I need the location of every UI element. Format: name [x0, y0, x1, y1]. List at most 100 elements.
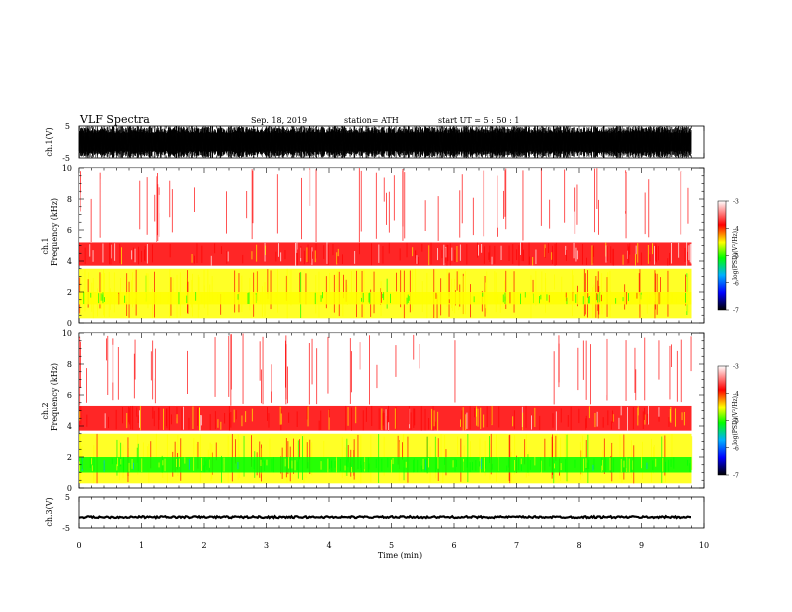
spectrogram-streak: [448, 299, 450, 304]
spectrogram-streak: [682, 294, 683, 302]
spectrogram-streak: [682, 365, 684, 399]
spectrogram-streak: [388, 191, 390, 233]
spectrogram-streak: [265, 245, 266, 255]
spectrogram-streak: [221, 246, 222, 254]
spectrogram-streak: [626, 174, 628, 237]
spectrogram-streak: [478, 294, 480, 301]
spectrogram-streak: [564, 169, 566, 223]
spectrogram-streak: [271, 340, 273, 392]
spectrogram-streak: [621, 343, 623, 391]
spectrogram-streak: [556, 433, 558, 465]
spectrogram-streak: [434, 421, 436, 430]
spectrogram-streak: [252, 294, 253, 303]
spectrogram-streak: [381, 408, 383, 430]
spectrogram-streak: [644, 337, 646, 401]
spectrogram-streak: [312, 251, 313, 259]
spectrogram-streak: [570, 292, 572, 304]
spectrogram-streak: [424, 459, 426, 473]
spectrogram-streak: [479, 457, 481, 473]
spectrogram-streak: [523, 249, 524, 262]
spectrogram-streak: [388, 405, 389, 431]
spectrogram-streak: [417, 459, 419, 473]
spectrogram-streak: [484, 183, 485, 210]
spectrogram-streak: [655, 243, 657, 261]
spectrogram-streak: [411, 206, 413, 242]
spectrogram-streak: [547, 294, 549, 299]
spectrogram-streak: [482, 292, 484, 297]
spectrogram-streak: [270, 270, 272, 310]
spectrogram-streak: [690, 336, 692, 372]
spectrogram-streak: [369, 292, 371, 304]
spectrogram-streak: [431, 408, 433, 430]
spectrogram-streak: [417, 185, 419, 211]
spectrogram-streak: [402, 434, 404, 466]
spectrogram-streak: [588, 296, 589, 304]
spectrogram-streak: [230, 334, 232, 406]
spectrogram-streak: [307, 244, 309, 264]
spectrogram-streak: [120, 296, 122, 304]
colorbar-tick-label: -4: [733, 226, 739, 233]
ch3-waveform-panel: 5 -5 ch.3(V) 0 1 2 3 4 5 6 7 8 9 10 Time (min): [45, 493, 709, 560]
spectrogram-streak: [554, 243, 556, 266]
spectrogram-streak: [86, 414, 88, 427]
spectrogram-streak: [532, 257, 534, 266]
spectrogram-streak: [597, 294, 599, 303]
spectrogram-streak: [632, 407, 634, 430]
spectrogram-streak: [402, 442, 403, 460]
colorbar-tick-label: -5: [733, 253, 739, 260]
spectrogram-streak: [169, 244, 171, 258]
spectrogram-streak: [553, 351, 555, 405]
spectrogram-streak: [494, 245, 496, 264]
spectrogram-streak: [596, 411, 598, 427]
spectrogram-streak: [518, 341, 519, 366]
spectrogram-streak: [650, 173, 652, 215]
spectrogram-streak: [336, 252, 338, 265]
spectrogram-streak: [437, 196, 439, 241]
spectrogram-streak: [689, 463, 691, 472]
spectrogram-streak: [332, 244, 334, 256]
spectrogram-streak: [609, 457, 611, 471]
spectrogram-streak: [433, 410, 435, 427]
ch1-ytick-top: 5: [65, 122, 70, 131]
spectrogram-streak: [524, 292, 526, 298]
spectrogram-streak: [400, 270, 402, 308]
spectrogram-streak: [214, 337, 216, 397]
spectrogram-streak: [137, 415, 139, 423]
spectrogram-streak: [665, 461, 666, 473]
spectrogram-streak: [456, 459, 457, 467]
colorbar-tick-label: -7: [733, 473, 739, 480]
spectrogram-streak: [133, 247, 135, 261]
spectrogram-streak: [152, 244, 153, 263]
spectrogram-streak: [497, 294, 499, 304]
freq-tick-label: 4: [67, 257, 72, 266]
spectrogram-streak: [251, 408, 253, 422]
spectrogram-streak: [634, 182, 636, 230]
spectrogram-band: [79, 333, 692, 406]
spectrogram-streak: [509, 292, 511, 304]
spectrogram-streak: [158, 462, 160, 468]
spectrogram-streak: [558, 335, 560, 388]
spectrogram-streak: [441, 249, 443, 259]
spectrogram-streak: [90, 292, 92, 298]
colorbar-tick-label: -3: [733, 199, 739, 206]
spectrogram-streak: [164, 336, 166, 403]
spectrogram-streak: [115, 294, 117, 300]
ch2-spectrogram-ticks: [78, 332, 705, 489]
spectrogram-streak: [128, 462, 130, 472]
spectrogram-streak: [383, 292, 385, 301]
spectrogram-streak: [422, 458, 424, 470]
station-label: station= ATH: [344, 116, 399, 125]
spectrogram-streak: [312, 179, 314, 235]
spectrogram-streak: [504, 292, 506, 304]
spectrogram-streak: [276, 174, 278, 234]
spectrogram-streak: [162, 180, 164, 225]
spectrogram-streak: [503, 190, 504, 219]
spectrogram-streak: [120, 458, 122, 465]
spectrogram-streak: [153, 292, 155, 305]
spectrogram-streak: [226, 191, 227, 234]
spectrogram-streak: [420, 406, 422, 431]
spectrogram-streak: [250, 178, 252, 232]
spectrogram-streak: [93, 457, 95, 471]
spectrogram-streak: [117, 457, 118, 467]
freq-tick-label: 0: [67, 319, 72, 328]
